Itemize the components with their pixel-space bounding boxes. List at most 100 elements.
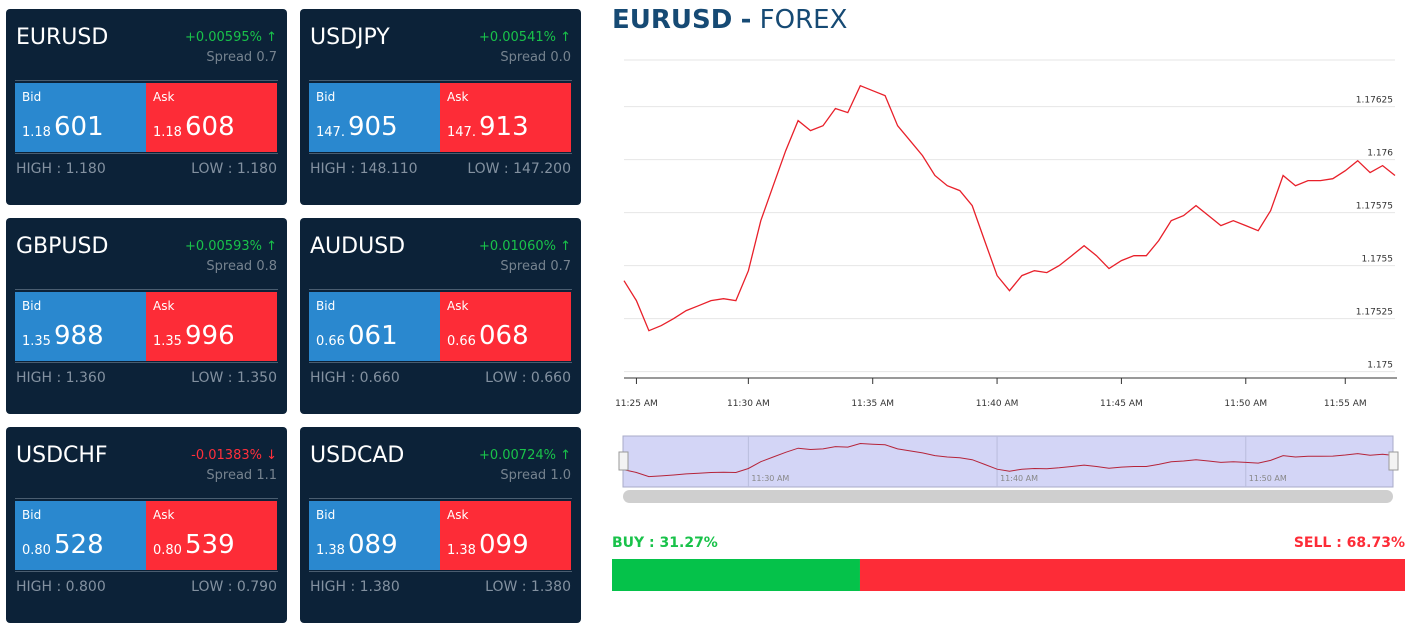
bid-prefix: 1.38 [316, 543, 345, 558]
bid-prefix: 0.80 [22, 543, 51, 558]
chart-panel: EURUSD - FOREX 1.175 1.17525 1.1755 1.17575… [612, 5, 1405, 591]
spread: Spread 1.0 [500, 468, 571, 483]
scrollbar[interactable] [623, 490, 1393, 503]
pair-name: USDCHF [16, 443, 108, 468]
title-symbol: EURUSD [612, 5, 732, 35]
x-tick-label: 11:35 AM [851, 399, 894, 409]
ticker-card[interactable]: AUDUSD +0.01060% ↑ Spread 0.7 Bid 0.66 061 Ask… [300, 218, 581, 414]
buy-label: BUY : 31.27% [612, 535, 718, 551]
navigator-handle[interactable] [618, 451, 629, 471]
divider [15, 153, 278, 154]
pair-name: EURUSD [16, 25, 109, 50]
y-tick-label: 1.1755 [1362, 255, 1394, 265]
x-tick-label: 11:45 AM [1100, 399, 1143, 409]
change: +0.00593% ↑ [184, 239, 277, 254]
y-tick-label: 1.17575 [1356, 202, 1393, 212]
spread: Spread 0.8 [206, 259, 277, 274]
navigator-handle[interactable] [1388, 451, 1399, 471]
bid-label: Bid [22, 90, 42, 104]
x-tick-label: 11:55 AM [1324, 399, 1367, 409]
bid-label: Bid [316, 299, 336, 313]
ask-price: 099 [479, 530, 529, 560]
bid-box[interactable]: Bid 1.38 089 [309, 501, 440, 570]
bid-label: Bid [316, 90, 336, 104]
ticker-card[interactable]: USDJPY +0.00541% ↑ Spread 0.0 Bid 147. 905 Ask… [300, 9, 581, 205]
high: HIGH : 148.110 [310, 161, 418, 177]
bid-price: 528 [54, 530, 104, 560]
bid-price: 601 [54, 112, 104, 142]
bid-prefix: 0.66 [316, 334, 345, 349]
low: LOW : 147.200 [467, 161, 571, 177]
ask-box[interactable]: Ask 147. 913 [440, 83, 571, 152]
ticker-card[interactable]: USDCHF -0.01383% ↓ Spread 1.1 Bid 0.80 528 Ask… [6, 427, 287, 623]
bid-label: Bid [22, 508, 42, 522]
x-tick-label: 11:50 AM [1224, 399, 1267, 409]
chart-title: EURUSD - FOREX [612, 5, 847, 35]
bid-prefix: 147. [316, 125, 345, 140]
bid-box[interactable]: Bid 0.80 528 [15, 501, 146, 570]
divider [15, 498, 278, 499]
ask-prefix: 0.80 [153, 543, 182, 558]
bid-price: 089 [348, 530, 398, 560]
spread: Spread 0.0 [500, 50, 571, 65]
ask-box[interactable]: Ask 0.80 539 [146, 501, 277, 570]
bid-price: 905 [348, 112, 398, 142]
spread: Spread 0.7 [500, 259, 571, 274]
divider [309, 498, 572, 499]
pair-name: GBPUSD [16, 234, 109, 259]
y-tick-label: 1.175 [1367, 361, 1393, 371]
ask-prefix: 147. [447, 125, 476, 140]
low: LOW : 1.380 [485, 579, 571, 595]
ask-prefix: 1.18 [153, 125, 182, 140]
x-tick-label: 11:30 AM [727, 399, 770, 409]
ask-label: Ask [153, 508, 175, 522]
low: LOW : 0.660 [485, 370, 571, 386]
bid-box[interactable]: Bid 1.18 601 [15, 83, 146, 152]
high: HIGH : 0.800 [16, 579, 106, 595]
divider [15, 80, 278, 81]
high: HIGH : 0.660 [310, 370, 400, 386]
ask-label: Ask [153, 299, 175, 313]
bid-price: 988 [54, 321, 104, 351]
price-line [623, 84, 1396, 332]
x-tick-label: 11:25 AM [615, 399, 658, 409]
ask-box[interactable]: Ask 0.66 068 [440, 292, 571, 361]
navigator-label: 11:50 AM [1249, 474, 1287, 483]
pair-name: AUDUSD [310, 234, 406, 259]
navigator-line [623, 442, 1396, 478]
divider [15, 289, 278, 290]
ticker-card[interactable]: EURUSD +0.00595% ↑ Spread 0.7 Bid 1.18 601 Ask… [6, 9, 287, 205]
ask-box[interactable]: Ask 1.35 996 [146, 292, 277, 361]
ask-price: 539 [185, 530, 235, 560]
ask-label: Ask [447, 299, 469, 313]
navigator-label: 11:30 AM [751, 474, 789, 483]
high: HIGH : 1.380 [310, 579, 400, 595]
bid-box[interactable]: Bid 0.66 061 [309, 292, 440, 361]
low: LOW : 1.350 [191, 370, 277, 386]
sell-label: SELL : 68.73% [1294, 535, 1405, 551]
high: HIGH : 1.360 [16, 370, 106, 386]
ask-box[interactable]: Ask 1.38 099 [440, 501, 571, 570]
pair-name: USDCAD [310, 443, 405, 468]
ticker-card[interactable]: GBPUSD +0.00593% ↑ Spread 0.8 Bid 1.35 988 Ask… [6, 218, 287, 414]
bid-box[interactable]: Bid 1.35 988 [15, 292, 146, 361]
ticker-card[interactable]: USDCAD +0.00724% ↑ Spread 1.0 Bid 1.38 089 Ask… [300, 427, 581, 623]
sell-bar [859, 559, 1405, 591]
change: -0.01383% ↓ [191, 448, 277, 463]
title-market: FOREX [760, 5, 848, 35]
ask-label: Ask [153, 90, 175, 104]
high: HIGH : 1.180 [16, 161, 106, 177]
spread: Spread 0.7 [206, 50, 277, 65]
change: +0.00595% ↑ [184, 30, 277, 45]
title-separator: - [741, 5, 752, 35]
ask-box[interactable]: Ask 1.18 608 [146, 83, 277, 152]
x-tick-label: 11:40 AM [976, 399, 1019, 409]
divider [15, 571, 278, 572]
spread: Spread 1.1 [206, 468, 277, 483]
divider [309, 289, 572, 290]
bid-box[interactable]: Bid 147. 905 [309, 83, 440, 152]
low: LOW : 0.790 [191, 579, 277, 595]
ask-label: Ask [447, 508, 469, 522]
divider [309, 362, 572, 363]
buy-bar [612, 559, 860, 591]
